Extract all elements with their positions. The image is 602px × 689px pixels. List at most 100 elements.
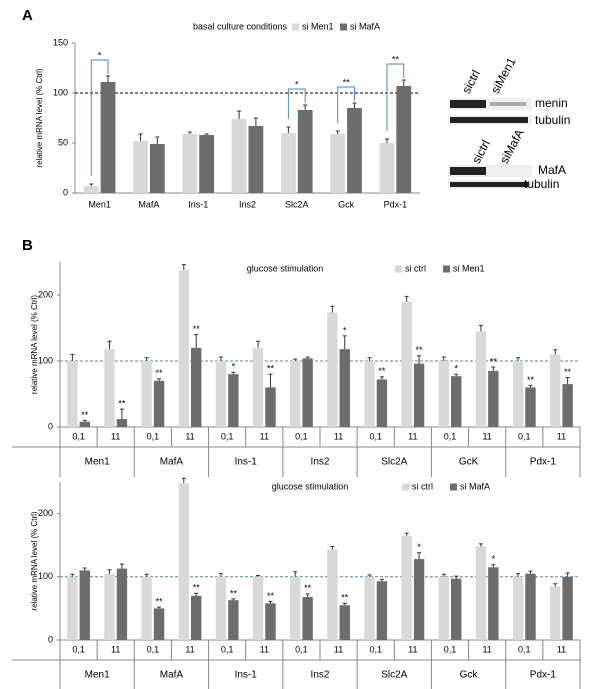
bar [327,549,338,640]
bar [141,576,152,640]
bar [475,546,487,640]
bar [550,354,561,427]
x-tick-label: 11 [334,431,343,441]
y-tick-label: 0 [48,634,53,644]
group-label: Ins-1 [235,457,258,468]
error-bar [454,575,459,579]
group-label: Ins2 [311,457,330,468]
significance: ** [267,364,275,374]
significance: * [492,554,496,564]
group-label: Ins2 [311,670,330,681]
error-bar [528,384,533,388]
bar [339,605,350,640]
chart-title: glucose stimulation [247,263,324,273]
error-bar [516,357,521,361]
bar [512,576,524,640]
bar [67,576,78,640]
group-label: Gck [460,670,479,681]
bar [228,600,239,640]
x-tick-label: 0,1 [72,431,85,441]
group-label: Men1 [85,670,110,681]
bar [191,347,202,427]
error-bar [181,477,186,484]
bar [133,141,148,193]
error-bar [286,126,291,133]
legend-label: si ctrl [405,263,426,273]
bar [376,379,388,427]
error-bar [218,573,223,577]
significance: * [98,50,102,60]
bar [302,358,313,427]
significance: ** [156,597,164,607]
bar [339,349,350,427]
error-bar [305,356,310,359]
bar [79,570,90,640]
bar [265,387,276,427]
x-tick-label: Gck [338,199,355,209]
error-bar [330,545,335,550]
significance: ** [304,583,312,593]
panel-label: A [22,7,33,24]
bar [104,349,115,427]
bar [376,581,388,640]
group-label: MafA [160,457,184,468]
bar [290,361,301,427]
legend-swatch [395,265,402,273]
error-bar [144,573,149,577]
bar [228,374,239,427]
x-tick-label: 0,1 [147,431,160,441]
blot-menin: sictrl siMen1 menin tubulin [448,55,570,127]
bar [297,110,313,193]
error-bar [441,573,446,577]
x-tick-label: 11 [557,644,566,654]
error-bar [82,567,87,571]
error-bar [204,133,209,135]
error-bar [553,349,558,355]
significance: ** [392,54,400,64]
band-label: tubulin [524,177,559,191]
group-label: Pdx-1 [530,457,557,468]
bar [153,608,165,640]
error-bar [237,110,242,119]
x-tick-label: 11 [334,644,343,654]
error-bar [155,136,160,144]
error-bar [107,340,112,350]
x-tick-label: 0,1 [369,431,382,441]
significance: * [343,325,347,335]
significance-bracket [386,63,405,131]
bar [512,361,524,427]
significance-bracket [337,86,355,123]
error-bar [194,592,199,596]
bar [248,126,264,193]
x-tick-label: 11 [111,644,120,654]
error-bar [417,355,422,364]
bar [525,573,536,640]
bar [330,134,346,193]
error-bar [441,356,446,361]
error-bar [491,564,496,568]
error-bar [231,371,236,375]
bar [215,576,227,640]
significance: ** [378,366,386,376]
bar [451,376,462,427]
error-bar [107,569,112,574]
x-tick-label: 0,1 [295,431,308,441]
error-bar [231,598,236,601]
significance: * [295,79,299,89]
bar [231,119,247,193]
x-tick-label: 0,1 [518,431,531,441]
error-bar [565,377,570,385]
significance: ** [416,345,424,355]
x-tick-label: 11 [408,644,417,654]
error-bar [478,324,483,332]
bar [438,361,449,427]
significance-bracket [90,59,109,176]
bar [252,347,264,427]
x-tick-label: 11 [111,431,120,441]
bar [525,387,536,427]
bar [550,586,561,640]
group-label: Men1 [85,457,110,468]
bar [488,567,499,640]
bar [364,361,375,427]
x-tick-label: 11 [185,644,194,654]
